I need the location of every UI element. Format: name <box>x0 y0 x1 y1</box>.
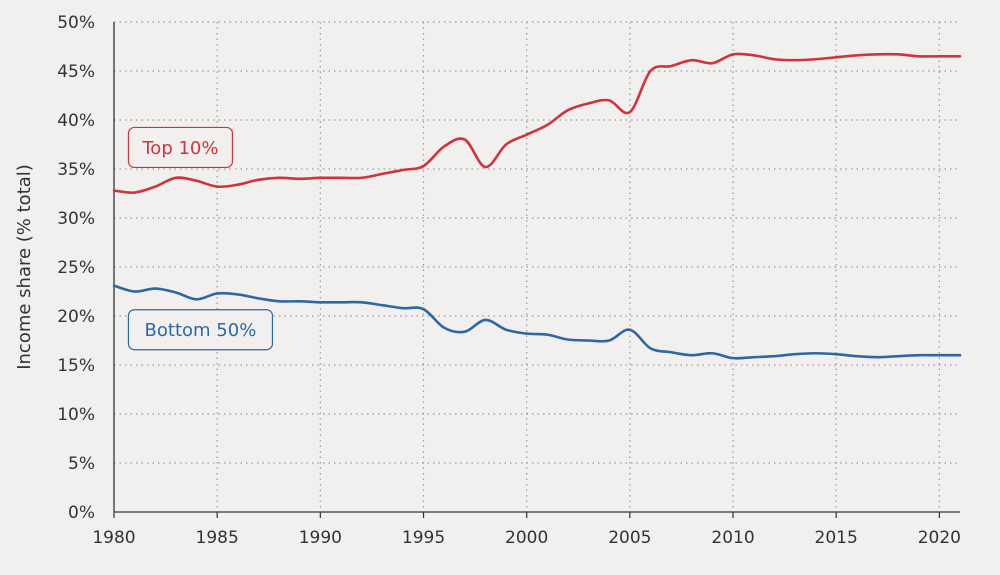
y-tick-label: 30% <box>57 209 95 229</box>
y-tick-label: 5% <box>68 454 95 474</box>
series-label-frame <box>127 309 274 351</box>
y-tick-labels: 0% 5% 10% 15% 20% 25% 30% 35% 40% 45% 50% <box>57 13 95 523</box>
y-tick-label: 10% <box>57 405 95 425</box>
x-tick-label: 1980 <box>92 528 135 548</box>
series-labels: Top 10% Bottom 50% <box>127 126 274 351</box>
y-tick-label: 35% <box>57 160 95 180</box>
x-tick-label: 2005 <box>608 528 651 548</box>
y-tick-label: 40% <box>57 111 95 131</box>
series-line-bottom-50 <box>112 284 962 360</box>
series-label: Bottom 50% <box>145 320 257 341</box>
x-tick-labels: 1980 1985 1990 1995 2000 2005 2010 2015 2020 <box>92 528 961 548</box>
series-lines <box>112 52 962 360</box>
series-label: Top 10% <box>141 138 218 159</box>
x-tick-label: 2000 <box>505 528 548 548</box>
series-line-top-10 <box>112 52 962 194</box>
x-tick-label: 2015 <box>815 528 858 548</box>
y-tick-label: 45% <box>57 62 95 82</box>
x-tick-label: 1985 <box>196 528 239 548</box>
y-tick-label: 0% <box>68 503 95 523</box>
series-label-box: Top 10% <box>127 126 234 169</box>
y-axis-label: Income share (% total) <box>14 164 35 370</box>
axes <box>113 22 960 518</box>
x-tick-label: 1990 <box>299 528 342 548</box>
series-label-box: Bottom 50% <box>127 309 274 351</box>
x-tick-label: 2020 <box>918 528 961 548</box>
x-tick-label: 1995 <box>402 528 445 548</box>
y-tick-label: 25% <box>57 258 95 278</box>
y-tick-label: 15% <box>57 356 95 376</box>
y-tick-label: 50% <box>57 13 95 33</box>
series-label-frame <box>127 126 234 169</box>
y-tick-label: 20% <box>57 307 95 327</box>
x-tick-label: 2010 <box>711 528 754 548</box>
grid <box>114 21 960 512</box>
